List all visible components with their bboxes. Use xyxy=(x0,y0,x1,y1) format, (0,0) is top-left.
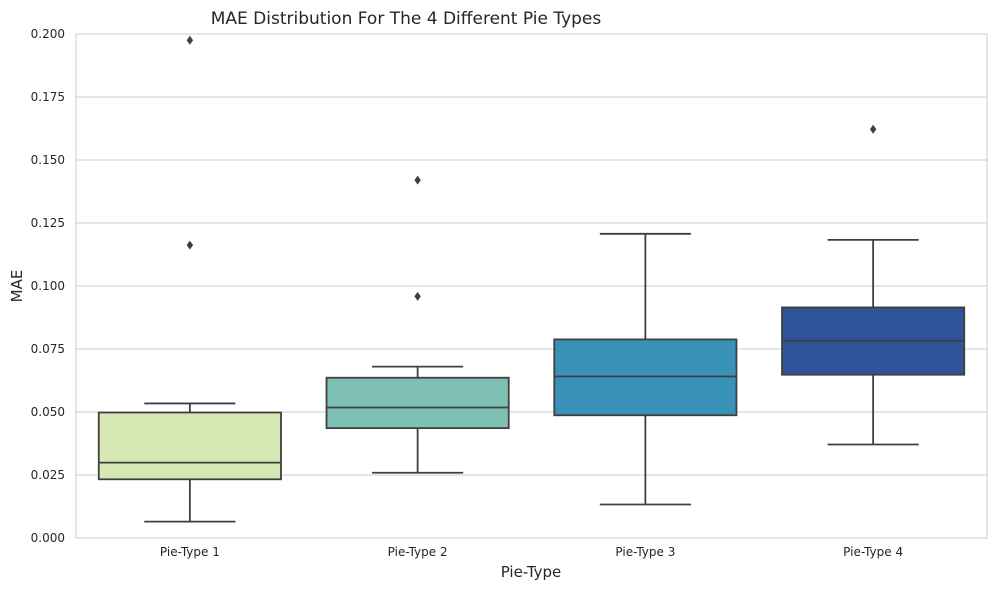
x-tick-label: Pie-Type 2 xyxy=(388,545,448,559)
y-tick-label: 0.125 xyxy=(31,216,65,230)
box-group xyxy=(553,232,738,506)
y-tick-label: 0.200 xyxy=(31,27,65,41)
outlier-point xyxy=(414,291,421,301)
y-axis-label: MAE xyxy=(8,270,26,303)
y-tick-label: 0.000 xyxy=(31,531,65,545)
y-tick-label: 0.150 xyxy=(31,153,65,167)
plot-frame xyxy=(75,33,988,539)
box-group xyxy=(97,35,282,523)
y-tick-label: 0.025 xyxy=(31,468,65,482)
outlier-point xyxy=(869,124,877,134)
outlier-point xyxy=(414,175,421,185)
y-tick-label: 0.100 xyxy=(31,279,65,293)
chart-title: MAE Distribution For The 4 Different Pie… xyxy=(211,9,602,29)
y-tick-label: 0.050 xyxy=(31,405,65,419)
x-tick-label: Pie-Type 3 xyxy=(615,545,675,559)
iqr-box xyxy=(325,376,510,430)
box-group xyxy=(781,124,966,446)
iqr-box xyxy=(97,411,282,481)
y-tick-label: 0.175 xyxy=(31,90,65,104)
x-tick-label: Pie-Type 1 xyxy=(160,545,220,559)
boxes xyxy=(97,35,966,523)
y-tick-label: 0.075 xyxy=(31,342,65,356)
x-tick-label: Pie-Type 4 xyxy=(843,545,903,559)
box-group xyxy=(325,175,510,474)
tick-labels: 0.000 0.025 0.050 0.075 0.100 0.125 0.150 0.175… xyxy=(31,27,903,559)
outlier-point xyxy=(186,240,194,250)
x-axis-label: Pie-Type xyxy=(501,563,562,581)
outlier-point xyxy=(186,35,194,45)
